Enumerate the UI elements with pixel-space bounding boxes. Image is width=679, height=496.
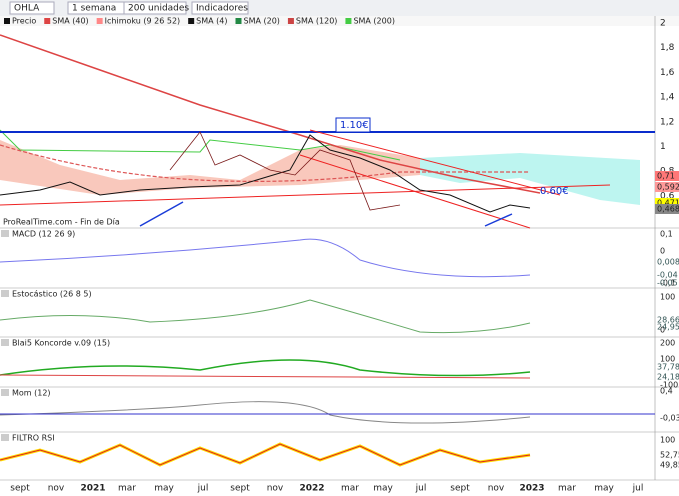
panel-title: Estocástico (26 8 5) (12, 290, 92, 299)
legend-swatch (44, 18, 51, 24)
panel-title: MACD (12 26 9) (12, 230, 75, 239)
value-badge: -0,04 (657, 271, 678, 280)
y-tick-label: -0,1 (660, 279, 676, 288)
y-tick-label: -0,03 (660, 414, 679, 423)
y-tick-label: 1,6 (660, 68, 675, 78)
x-tick-label: 2023 (519, 484, 544, 494)
price-badge (655, 171, 679, 181)
legend-swatch (235, 18, 242, 24)
legend-swatch (345, 18, 352, 24)
y-tick-label: 0 (660, 247, 665, 256)
legend-swatch (4, 18, 10, 24)
x-tick-label: nov (48, 484, 65, 494)
x-tick-label: may (594, 484, 614, 494)
value-badge: 37,78 (657, 363, 679, 372)
y-tick-label: 2 (660, 19, 666, 29)
x-tick-label: 2021 (80, 484, 105, 494)
value-badge: -0,05 (657, 279, 678, 288)
panel-title-box (1, 290, 9, 297)
legend-swatch (287, 18, 294, 24)
value-badge: 24,95 (657, 323, 679, 332)
legend-swatch (96, 18, 103, 24)
panel-title-box (1, 434, 9, 441)
toolbar-label[interactable]: 1 semana (72, 4, 116, 14)
legend-entry: Precio (12, 17, 36, 26)
y-tick-label: 100 (660, 355, 675, 364)
y-tick-label: 0,4 (660, 387, 673, 396)
x-tick-label: jul (197, 484, 209, 494)
price-badge-label: 0,468 (657, 205, 679, 214)
panel-title: Mom (12) (12, 389, 51, 398)
value-badge: 28,66 (657, 316, 679, 325)
x-tick-label: jul (415, 484, 427, 494)
panel-title-box (1, 230, 9, 237)
toolbar-label[interactable]: 200 unidades (128, 4, 189, 14)
toolbar-button[interactable] (123, 1, 187, 15)
value-badge: 24,18 (657, 373, 679, 382)
x-tick-label: nov (267, 484, 284, 494)
x-tick-label: may (154, 484, 174, 494)
value-badge: 0,008 (657, 258, 679, 267)
y-tick-label: 1,2 (660, 117, 674, 127)
y-tick-label: -100 (660, 381, 678, 390)
toolbar-button[interactable] (191, 1, 249, 15)
annotation: 0.60€ (540, 186, 569, 197)
legend-entry: SMA (4) (196, 17, 227, 26)
x-tick-label: sept (450, 484, 470, 494)
x-tick-label: sept (230, 484, 250, 494)
toolbar-label[interactable]: Indicadores (196, 4, 248, 14)
x-tick-label: jul (632, 484, 644, 494)
panel-title-box (1, 389, 9, 396)
source-label: ProRealTime.com - Fin de Día (3, 218, 120, 227)
y-tick-label: 1,8 (660, 43, 675, 53)
x-tick-label: nov (488, 484, 505, 494)
y-tick-label: 0,6 (660, 191, 675, 201)
y-tick-label: 0 (660, 326, 665, 335)
legend-entry: Ichimoku (9 26 52) (105, 17, 181, 26)
indicators (0, 238, 655, 467)
price-badge (655, 204, 679, 214)
y-tick-label: 200 (660, 339, 675, 348)
legend-entry: SMA (40) (52, 17, 88, 26)
panel-title: Blai5 Koncorde v.09 (15) (12, 339, 110, 348)
price-badge-label: 0,592 (657, 183, 679, 192)
toolbar-button[interactable] (9, 1, 55, 15)
x-tick-label: mar (118, 484, 136, 494)
panel-title: FILTRO RSI (12, 434, 55, 443)
price-badge-label: 0,71 (657, 172, 675, 181)
y-tick-label: 52,75 (660, 451, 679, 460)
legend-entry: SMA (200) (353, 17, 395, 26)
legend-entry: SMA (120) (296, 17, 338, 26)
annotation: 1.10€ (340, 120, 369, 131)
x-tick-label: may (373, 484, 393, 494)
toolbar-label[interactable]: OHLA (14, 4, 40, 14)
x-tick-label: mar (341, 484, 359, 494)
legend-swatch (188, 18, 195, 24)
panel-borders (0, 16, 679, 481)
price-badge (655, 198, 679, 208)
y-tick-label: 100 (660, 293, 675, 302)
panel-title-box (1, 339, 9, 346)
y-tick-label: 100 (660, 436, 675, 445)
y-tick-label: 49,85 (660, 461, 679, 470)
x-tick-label: mar (558, 484, 576, 494)
legend-bar (0, 16, 679, 26)
y-tick-label: 1,4 (660, 93, 675, 103)
y-tick-label: 1 (660, 142, 666, 152)
y-tick-label: 0,1 (660, 230, 673, 239)
price-badge-label: 0,471 (657, 199, 679, 208)
x-tick-label: sept (10, 484, 30, 494)
price-badge (655, 182, 679, 192)
main-chart (0, 34, 655, 229)
x-tick-label: 2022 (299, 484, 324, 494)
legend-entry: SMA (20) (244, 17, 280, 26)
